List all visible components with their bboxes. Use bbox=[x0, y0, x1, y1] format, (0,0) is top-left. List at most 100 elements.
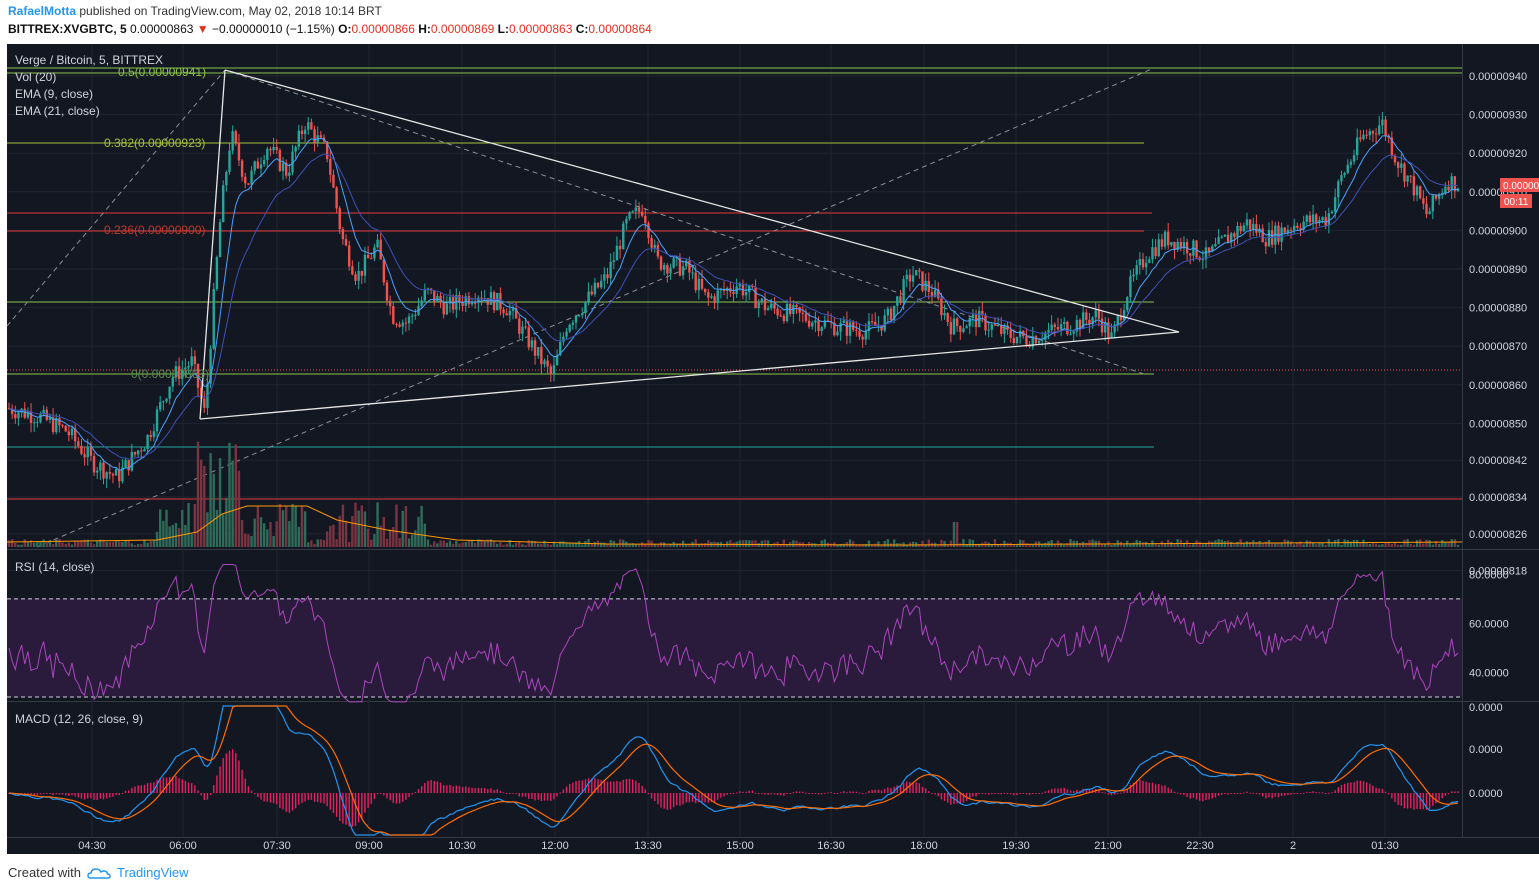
macd-hist-bar bbox=[260, 793, 262, 800]
candle-body bbox=[303, 129, 307, 134]
candle-body bbox=[861, 336, 864, 340]
price-tick-label: 0.00000850 bbox=[1469, 418, 1527, 430]
candle-body bbox=[1104, 322, 1107, 333]
rsi-legend[interactable]: RSI (14, close) bbox=[15, 560, 95, 574]
ema9-legend[interactable]: EMA (9, close) bbox=[15, 87, 94, 101]
down-arrow-icon: ▼ bbox=[196, 22, 209, 36]
macd-hist-bar bbox=[191, 783, 193, 794]
candle-body bbox=[738, 284, 741, 287]
candle-body bbox=[212, 289, 215, 349]
volume-bar bbox=[511, 544, 515, 547]
volume-bar bbox=[278, 503, 282, 547]
macd-hist-bar bbox=[666, 793, 669, 810]
candle-body bbox=[228, 150, 231, 172]
volume-bar bbox=[407, 538, 411, 547]
candle-body bbox=[1097, 310, 1101, 319]
macd-hist-bar bbox=[131, 787, 133, 794]
volume-bar bbox=[940, 539, 943, 547]
macd-hist-bar bbox=[591, 778, 593, 794]
candle-body bbox=[770, 303, 773, 309]
macd-hist-bar bbox=[569, 784, 571, 794]
chart-area[interactable]: 04:30 06:00 07:30 09:00 10:30 12:00 13:30 15:00… bbox=[7, 44, 1539, 854]
candle-body bbox=[984, 315, 987, 331]
volume-bar bbox=[543, 540, 546, 547]
volume-bar bbox=[414, 530, 417, 547]
candle-body bbox=[1302, 221, 1305, 230]
candle-body bbox=[1318, 219, 1321, 223]
macd-hist-bar bbox=[376, 793, 379, 795]
macd-hist-bar bbox=[364, 793, 366, 813]
macd-hist-bar bbox=[723, 793, 725, 797]
macd-hist-bar bbox=[449, 784, 451, 794]
volume-bar bbox=[770, 544, 773, 547]
macd-hist-bar bbox=[74, 793, 76, 797]
volume-bar bbox=[477, 539, 480, 547]
volume-bar bbox=[864, 544, 867, 547]
macd-hist-bar bbox=[93, 793, 95, 800]
volume-bar bbox=[319, 539, 323, 547]
candle-body bbox=[404, 322, 408, 324]
volume-bar bbox=[855, 544, 858, 547]
volume-bar bbox=[1242, 543, 1245, 547]
candle-body bbox=[470, 302, 474, 305]
candle-body bbox=[253, 161, 256, 171]
candle-body bbox=[836, 331, 839, 336]
macd-hist-bar bbox=[474, 788, 476, 794]
candle-body bbox=[609, 261, 612, 279]
time-tick-label: 07:30 bbox=[263, 840, 291, 852]
volume-bar bbox=[666, 544, 669, 547]
volume-bar bbox=[36, 542, 39, 547]
candle-body bbox=[937, 289, 940, 299]
macd-hist-bar bbox=[613, 781, 615, 794]
macd-hist-bar bbox=[433, 781, 435, 794]
chart-canvas[interactable]: 04:30 06:00 07:30 09:00 10:30 12:00 13:30 15:00… bbox=[7, 44, 1539, 854]
macd-hist-bar bbox=[701, 793, 703, 803]
candle-body bbox=[73, 428, 77, 442]
candle-body bbox=[1069, 333, 1072, 335]
author-name[interactable]: RafaelMotta bbox=[8, 4, 77, 18]
volume-bar bbox=[1144, 541, 1148, 547]
candle-body bbox=[319, 135, 323, 138]
tradingview-brand[interactable]: TradingView bbox=[117, 865, 189, 880]
volume-bar bbox=[146, 542, 149, 547]
rsi-tick-label: 80.0000 bbox=[1469, 569, 1509, 581]
candle-body bbox=[1289, 229, 1293, 231]
volume-bar bbox=[584, 540, 587, 547]
candle-body bbox=[672, 258, 675, 268]
candle-body bbox=[1107, 322, 1110, 338]
macd-hist-bar bbox=[1195, 793, 1198, 800]
macd-legend[interactable]: MACD (12, 26, close, 9) bbox=[15, 712, 144, 726]
macd-hist-bar bbox=[780, 793, 782, 796]
candle-body bbox=[883, 315, 886, 331]
candle-body bbox=[1308, 215, 1312, 223]
candle-body bbox=[524, 326, 527, 328]
candle-body bbox=[10, 408, 14, 415]
candle-body bbox=[1056, 327, 1060, 330]
volume-bar bbox=[436, 543, 439, 547]
candle-body bbox=[351, 266, 354, 275]
macd-hist-bar bbox=[619, 781, 621, 794]
candle-body bbox=[612, 260, 615, 262]
macd-hist-bar bbox=[1334, 790, 1336, 794]
vol-legend[interactable]: Vol (20) bbox=[15, 70, 57, 84]
macd-hist-bar bbox=[184, 780, 187, 794]
macd-hist-bar bbox=[1205, 793, 1207, 800]
volume-bar bbox=[1223, 541, 1227, 547]
ema21-legend[interactable]: EMA (21, close) bbox=[15, 104, 100, 118]
macd-hist-bar bbox=[575, 781, 577, 794]
macd-hist-bar bbox=[1403, 793, 1406, 809]
candle-body bbox=[423, 290, 426, 301]
macd-hist-bar bbox=[918, 783, 921, 794]
candle-body bbox=[918, 270, 921, 272]
volume-bar bbox=[461, 542, 464, 547]
macd-hist-bar bbox=[414, 792, 417, 794]
macd-hist-bar bbox=[361, 793, 363, 820]
macd-hist-bar bbox=[704, 793, 706, 803]
impulse-line bbox=[199, 69, 226, 420]
macd-hist-bar bbox=[644, 789, 646, 794]
main-legend-title[interactable]: Verge / Bitcoin, 5, BITTREX bbox=[15, 53, 164, 67]
volume-bar bbox=[206, 512, 209, 547]
volume-bar bbox=[1025, 543, 1028, 547]
volume-bar bbox=[162, 520, 165, 547]
candle-body bbox=[848, 322, 852, 336]
